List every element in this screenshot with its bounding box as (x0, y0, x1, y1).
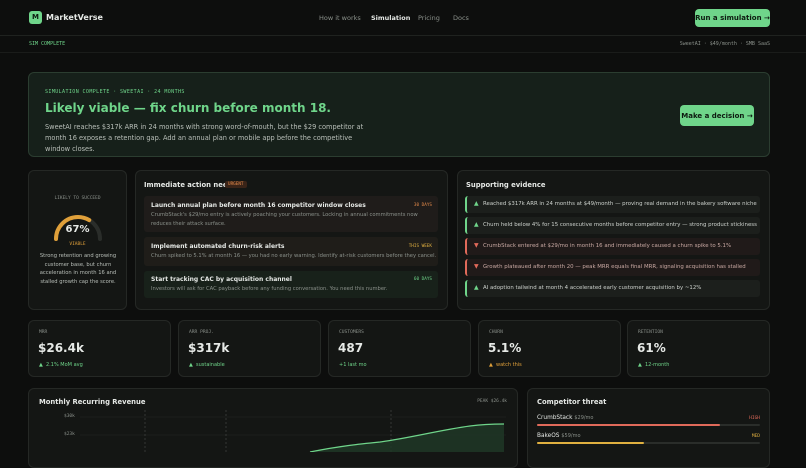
brand[interactable]: MarketVerse (46, 13, 103, 22)
action-text: CrumbStack's $29/mo entry is actively po… (151, 212, 418, 227)
revenue-chart (80, 410, 506, 452)
kpi-card (178, 320, 321, 377)
kpi-icon: ▲ (189, 362, 193, 368)
nav-divider (0, 35, 806, 36)
kpi-card (328, 320, 471, 377)
threat-track (537, 442, 760, 444)
price: $59/mo (561, 433, 581, 439)
urgent-badge: URGENT (225, 181, 247, 188)
threat-bar (537, 442, 645, 444)
actions-title: Immediate action needed (144, 181, 242, 189)
hero-card (28, 72, 770, 157)
score-card (28, 170, 127, 310)
score-value: 67% (65, 224, 90, 235)
score-note: Strong retention and growing customer ba… (39, 253, 117, 285)
kpi-icon: ▲ (39, 362, 43, 368)
name: BakeOS (537, 433, 560, 439)
price: $29/mo (574, 415, 594, 421)
up-icon: ▲ (474, 221, 479, 228)
threat-level: HIGH (749, 416, 760, 421)
nav-link[interactable]: How it works (319, 14, 361, 22)
kpi-label: CUSTOMERS (339, 330, 364, 335)
kpi-card (28, 320, 171, 377)
kpi-card (478, 320, 621, 377)
kpi-note: sustainable (196, 362, 225, 368)
evidence-item: ▲ Churn held below 4% for 15 consecutive … (465, 217, 760, 234)
competitor-name: CrumbStack $29/mo (537, 415, 594, 421)
nav-link[interactable]: Docs (453, 14, 469, 22)
action-text: Churn spiked to 5.1% at month 16 — you h… (151, 253, 437, 259)
action-item[interactable] (144, 237, 438, 266)
revenue-title: Monthly Recurring Revenue (39, 398, 146, 406)
y-tick-label: $23k (64, 432, 75, 437)
evidence-title: Supporting evidence (466, 181, 546, 189)
threat-track (537, 424, 760, 426)
kpi-note: 12-month (645, 362, 670, 368)
up-icon: ▲ (474, 284, 479, 291)
down-icon: ▼ (474, 263, 479, 270)
kpi-icon: ▲ (638, 362, 642, 368)
action-tag: 30 DAYS (413, 203, 432, 208)
sim-meta: SweetAI · $49/month · SMB SaaS (679, 41, 770, 47)
evidence-item: ▲ Reached $317k ARR in 24 months at $49/m… (465, 196, 760, 213)
score-caption: LIKELY TO SUCCEED (54, 196, 101, 201)
kpi-label: ARR PROJ. (189, 330, 214, 335)
evidence-item: ▼ Growth plateaued after month 20 — peak … (465, 259, 760, 276)
down-icon: ▼ (474, 242, 479, 249)
kpi-label: RETENTION (638, 330, 663, 335)
evidence-item: ▲ AI adoption tailwind at month 4 acceler… (465, 280, 760, 297)
action-item[interactable] (144, 196, 438, 232)
make-decision-button[interactable]: Make a decision → (680, 105, 754, 126)
page-body: M MarketVerse How it works Simulation Pr… (0, 9, 806, 468)
kpi-value: 61% (637, 341, 666, 355)
logo-mark[interactable]: M (29, 11, 42, 24)
hero-eyebrow: SIMULATION COMPLETE · SWEETAI · 24 MONTH… (45, 89, 185, 95)
competitor-title: Competitor threat (537, 398, 607, 406)
evidence-text: CrumbStack entered at $29/mo in month 16… (483, 243, 732, 249)
kpi-note: watch this (496, 362, 522, 368)
evidence-item: ▼ CrumbStack entered at $29/mo in month 1… (465, 238, 760, 255)
action-tag: 60 DAYS (413, 277, 432, 282)
y-tick-label: $30k (64, 414, 75, 419)
name: CrumbStack (537, 415, 573, 421)
kpi-value: $26.4k (38, 341, 84, 355)
page: MarketVerse Simulation {"nav":{"logo":"M… (0, 9, 806, 468)
kpi-icon: ▲ (489, 362, 493, 368)
kpi-value: $317k (188, 341, 230, 355)
action-tag: THIS WEEK (408, 244, 432, 249)
evidence-text: Churn held below 4% for 15 consecutive m… (483, 222, 757, 228)
competitor-name: BakeOS $59/mo (537, 433, 581, 439)
nav-link[interactable]: Pricing (418, 14, 440, 22)
subbar-divider (0, 52, 806, 53)
threat-level: MED (751, 434, 760, 439)
hero-title: Likely viable — fix churn before month 1… (45, 101, 331, 115)
kpi-note: 2.1% MoM avg (46, 362, 83, 368)
score-verdict: VIABLE (69, 242, 86, 247)
action-title: Launch annual plan before month 16 compe… (151, 202, 366, 209)
nav-link-active[interactable]: Simulation (371, 14, 411, 22)
kpi-value: 487 (338, 341, 364, 355)
run-simulation-button[interactable]: Run a simulation → (695, 9, 770, 27)
evidence-text: Reached $317k ARR in 24 months at $49/mo… (483, 201, 757, 207)
score-gauge (54, 215, 102, 241)
action-item[interactable] (144, 271, 438, 298)
evidence-text: Growth plateaued after month 20 — peak M… (483, 264, 746, 270)
up-icon: ▲ (474, 200, 479, 207)
kpi-note: +1 last mo (339, 362, 367, 368)
kpi-card (627, 320, 770, 377)
kpi-value: 5.1% (488, 341, 522, 355)
hero-description: SweetAI reaches $317k ARR in 24 months w… (45, 123, 364, 153)
sim-status: SIM COMPLETE (29, 41, 66, 47)
kpi-label: MRR (39, 330, 48, 335)
threat-bar (537, 424, 720, 426)
action-title: Implement automated churn-risk alerts (151, 243, 285, 250)
kpi-label: CHURN (489, 330, 503, 335)
revenue-peak: PEAK $26.4k (477, 399, 507, 404)
revenue-line (309, 423, 505, 452)
action-title: Start tracking CAC by acquisition channe… (151, 276, 292, 283)
action-text: Investors will ask for CAC payback befor… (151, 286, 388, 292)
gauge-arc (54, 215, 102, 241)
evidence-text: AI adoption tailwind at month 4 accelera… (483, 285, 702, 291)
